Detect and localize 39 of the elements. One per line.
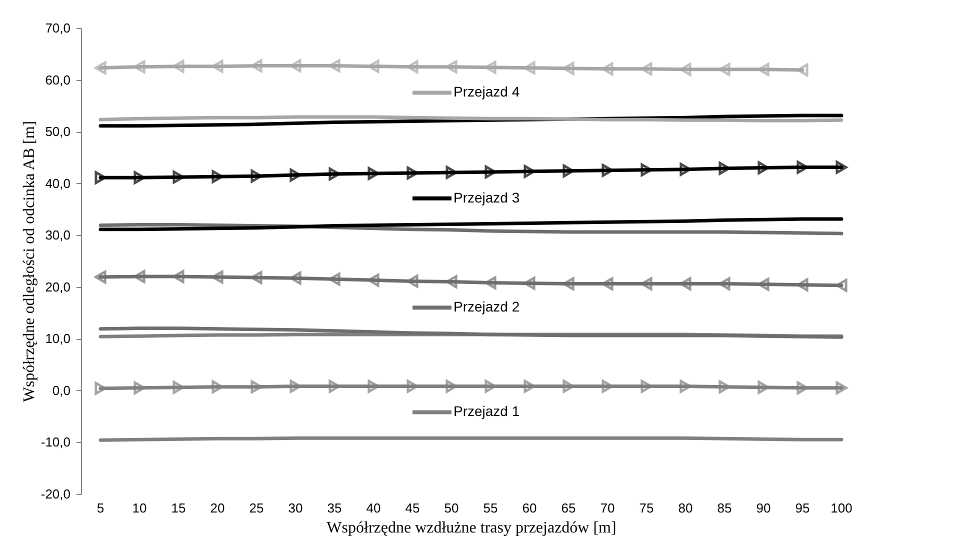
y-tick-label: 10,0 [45, 331, 70, 346]
y-tick-label: 0,0 [52, 382, 70, 398]
x-tick-label: 45 [405, 500, 420, 516]
x-tick-label: 5 [96, 500, 104, 516]
legend-label: Przejazd 1 [454, 403, 520, 420]
x-tick-label: 100 [830, 500, 852, 516]
legend-label: Przejazd 3 [454, 189, 520, 206]
x-tick-label: 30 [288, 500, 303, 516]
y-tick-label: 30,0 [45, 228, 70, 243]
legend-label: Przejazd 4 [454, 84, 520, 100]
x-tick-label: 90 [756, 500, 771, 516]
x-tick-label: 85 [717, 500, 732, 516]
y-axis-title: Współrzędne odległości od odcinka AB [m] [20, 120, 38, 402]
x-tick-label: 55 [483, 500, 498, 516]
x-axis-title: Współrzędne wzdłużne trasy przejazdów [m] [326, 520, 616, 536]
x-tick-label: 80 [678, 500, 693, 516]
y-tick-label: 50,0 [45, 124, 70, 140]
x-tick-label: 70 [600, 500, 615, 516]
x-tick-label: 50 [444, 500, 459, 516]
x-tick-label: 25 [249, 500, 264, 516]
x-tick-label: 10 [132, 500, 147, 516]
line-series [98, 223, 844, 236]
y-tick-label: -10,0 [40, 434, 70, 450]
y-tick-label: 70,0 [45, 20, 70, 36]
x-tick-label: 15 [171, 500, 186, 516]
y-tick-label: -20,0 [40, 486, 70, 502]
x-tick-label: 95 [795, 500, 810, 516]
x-tick-label: 75 [639, 500, 654, 516]
line-series [98, 217, 844, 232]
x-tick-label: 65 [561, 500, 576, 516]
y-tick-label: 60,0 [45, 72, 70, 88]
x-tick-label: 40 [366, 500, 381, 516]
line-series [98, 326, 844, 339]
x-tick-label: 35 [327, 500, 342, 516]
y-tick-label: 40,0 [45, 176, 70, 191]
legend-label: Przejazd 2 [454, 298, 520, 315]
x-tick-label: 20 [210, 500, 225, 516]
y-tick-label: 20,0 [45, 279, 70, 294]
x-tick-label: 60 [522, 500, 537, 516]
